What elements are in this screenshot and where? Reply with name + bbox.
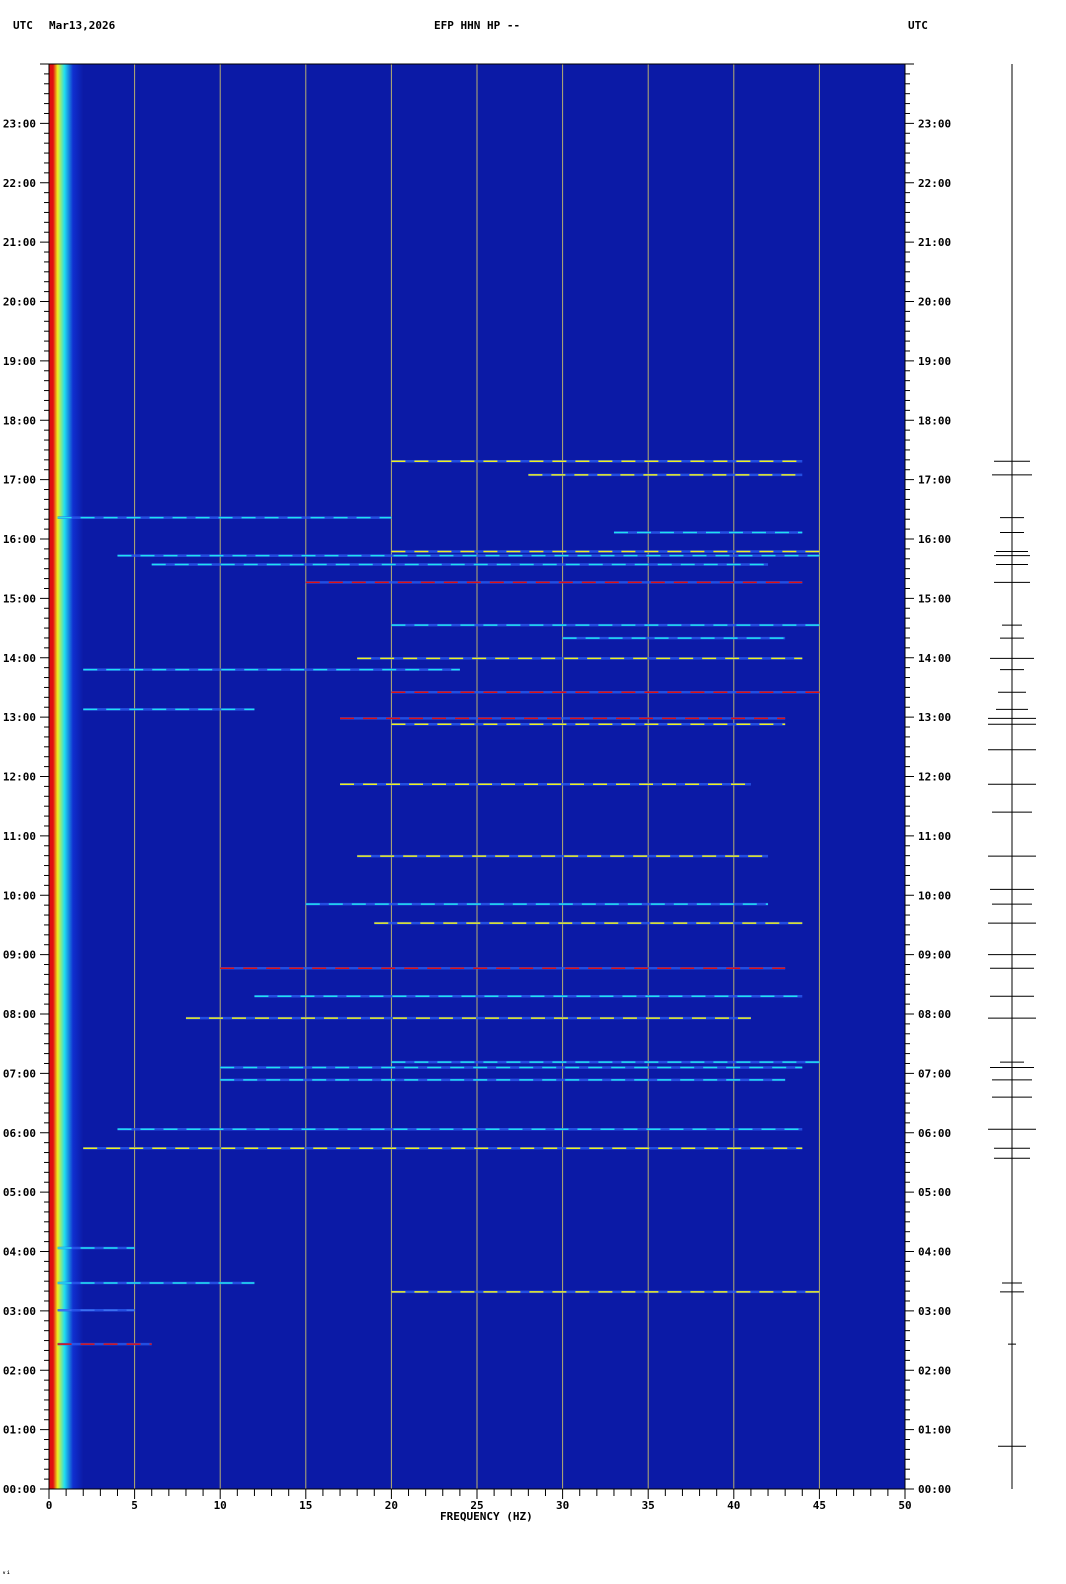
y-tick-label-right: 00:00 <box>918 1483 951 1496</box>
y-tick-label-right: 08:00 <box>918 1008 951 1021</box>
y-tick-label-left: 21:00 <box>3 236 36 249</box>
y-tick-label-left: 05:00 <box>3 1186 36 1199</box>
x-tick-label: 35 <box>642 1499 655 1512</box>
y-tick-label-left: 03:00 <box>3 1305 36 1318</box>
y-tick-label-left: 14:00 <box>3 652 36 665</box>
x-tick-label: 45 <box>813 1499 826 1512</box>
y-tick-label-right: 16:00 <box>918 533 951 546</box>
y-tick-label-right: 20:00 <box>918 296 951 309</box>
y-tick-label-left: 01:00 <box>3 1424 36 1437</box>
x-tick-label: 50 <box>898 1499 911 1512</box>
y-tick-label-right: 22:00 <box>918 177 951 190</box>
x-tick-label: 40 <box>727 1499 740 1512</box>
y-tick-label-left: 12:00 <box>3 771 36 784</box>
y-tick-label-right: 14:00 <box>918 652 951 665</box>
y-tick-label-right: 23:00 <box>918 117 951 130</box>
low-frequency-band <box>49 64 84 1489</box>
left-timezone-label: UTC <box>13 19 33 32</box>
y-tick-label-right: 10:00 <box>918 889 951 902</box>
y-tick-label-left: 00:00 <box>3 1483 36 1496</box>
y-tick-label-left: 17:00 <box>3 474 36 487</box>
y-tick-label-right: 04:00 <box>918 1246 951 1259</box>
y-tick-label-right: 03:00 <box>918 1305 951 1318</box>
y-tick-label-left: 16:00 <box>3 533 36 546</box>
y-tick-label-left: 07:00 <box>3 1067 36 1080</box>
y-tick-label-right: 19:00 <box>918 355 951 368</box>
y-tick-label-left: 15:00 <box>3 592 36 605</box>
y-tick-label-right: 17:00 <box>918 474 951 487</box>
station-title: EFP HHN HP -- <box>434 19 521 32</box>
y-tick-label-left: 18:00 <box>3 414 36 427</box>
y-tick-label-left: 13:00 <box>3 711 36 724</box>
y-tick-label-left: 08:00 <box>3 1008 36 1021</box>
y-tick-label-left: 22:00 <box>3 177 36 190</box>
x-tick-label: 20 <box>385 1499 398 1512</box>
y-tick-label-right: 05:00 <box>918 1186 951 1199</box>
y-tick-label-right: 18:00 <box>918 414 951 427</box>
y-tick-label-right: 02:00 <box>918 1364 951 1377</box>
y-tick-label-left: 10:00 <box>3 889 36 902</box>
x-tick-label: 15 <box>299 1499 312 1512</box>
y-tick-label-left: 20:00 <box>3 296 36 309</box>
y-tick-label-right: 06:00 <box>918 1127 951 1140</box>
y-tick-label-right: 09:00 <box>918 949 951 962</box>
footer-mark: ᵥᵢ <box>2 1568 11 1576</box>
y-tick-label-right: 07:00 <box>918 1067 951 1080</box>
y-tick-label-right: 01:00 <box>918 1424 951 1437</box>
x-tick-label: 10 <box>214 1499 227 1512</box>
y-tick-label-right: 12:00 <box>918 771 951 784</box>
y-tick-label-left: 11:00 <box>3 830 36 843</box>
y-tick-label-right: 13:00 <box>918 711 951 724</box>
x-tick-label: 0 <box>46 1499 53 1512</box>
y-tick-label-left: 02:00 <box>3 1364 36 1377</box>
date-label: Mar13,2026 <box>49 19 116 32</box>
x-tick-label: 25 <box>470 1499 483 1512</box>
x-tick-label: 30 <box>556 1499 569 1512</box>
y-tick-label-right: 15:00 <box>918 592 951 605</box>
y-tick-label-left: 04:00 <box>3 1246 36 1259</box>
y-tick-label-right: 21:00 <box>918 236 951 249</box>
y-tick-label-right: 11:00 <box>918 830 951 843</box>
x-axis-label: FREQUENCY (HZ) <box>440 1510 533 1523</box>
y-tick-label-left: 23:00 <box>3 117 36 130</box>
y-tick-label-left: 06:00 <box>3 1127 36 1140</box>
y-tick-label-left: 09:00 <box>3 949 36 962</box>
right-timezone-label: UTC <box>908 19 928 32</box>
x-tick-label: 5 <box>131 1499 138 1512</box>
y-tick-label-left: 19:00 <box>3 355 36 368</box>
